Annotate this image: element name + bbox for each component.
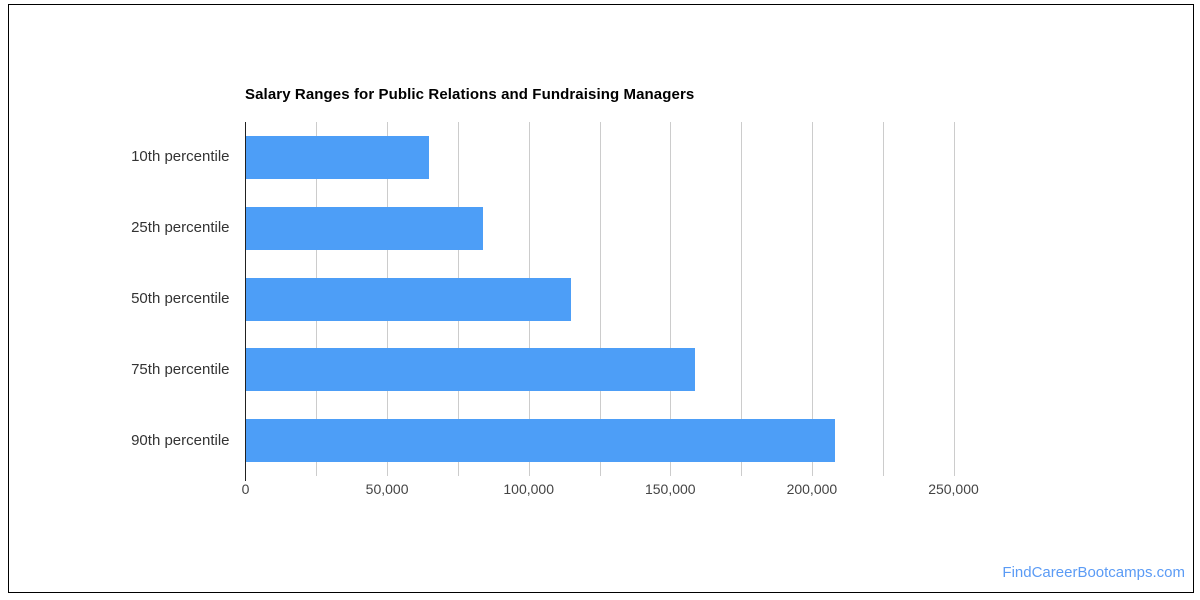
bar	[246, 419, 836, 463]
gridline	[599, 122, 601, 476]
gridline	[811, 122, 813, 476]
footer-link[interactable]: FindCareerBootcamps.com	[1002, 564, 1185, 581]
category-label: 25th percentile	[131, 219, 230, 237]
x-tick-label: 150,000	[644, 481, 696, 497]
chart-frame	[8, 4, 1194, 593]
bar	[246, 206, 483, 250]
gridline	[670, 122, 672, 476]
category-label: 10th percentile	[131, 148, 230, 166]
bar	[246, 277, 572, 321]
category-label: 75th percentile	[131, 360, 230, 378]
x-tick-label: 50,000	[365, 481, 409, 497]
chart-title: Salary Ranges for Public Relations and F…	[245, 86, 695, 103]
x-tick-label: 200,000	[786, 481, 838, 497]
category-label: 50th percentile	[131, 290, 230, 307]
y-axis-line	[245, 122, 246, 481]
x-tick-label: 250,000	[928, 481, 979, 497]
category-label: 90th percentile	[131, 431, 230, 449]
gridline	[741, 122, 743, 476]
gridline	[953, 122, 955, 476]
x-tick-label: 0	[241, 481, 250, 497]
x-tick-label: 100,000	[503, 481, 554, 497]
bar	[246, 348, 696, 392]
gridline	[882, 122, 884, 476]
bar	[246, 135, 430, 179]
